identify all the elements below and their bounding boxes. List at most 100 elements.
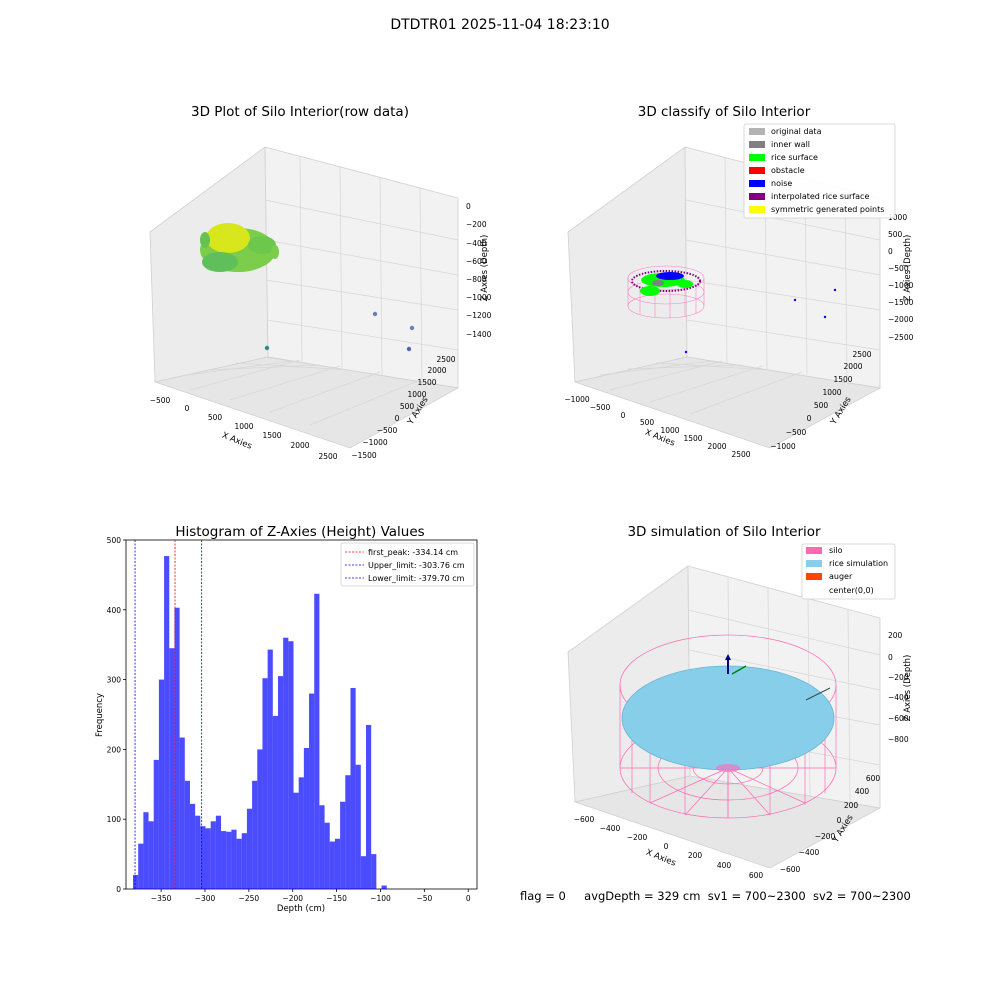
classify-ztick: −2000	[888, 315, 914, 324]
raw-xtick: 2500	[318, 452, 337, 461]
histogram-y-tick-label: 500	[107, 536, 122, 545]
classify-ztick: −2500	[888, 333, 914, 342]
classify-ytick: 500	[814, 401, 829, 410]
histogram-bar	[133, 875, 139, 889]
histogram-y-ticks: 0 100 200 300 400 500	[107, 536, 126, 894]
legend-swatch	[749, 154, 765, 161]
raw-xtick: 500	[208, 413, 223, 422]
histogram-y-tick-label: 400	[107, 606, 122, 615]
flag-value: flag = 0	[520, 889, 566, 903]
legend-swatch	[749, 128, 765, 135]
histogram-bar	[365, 724, 372, 889]
histogram-x-tick-label: −50	[416, 894, 432, 903]
classify-ztick: 1000	[888, 213, 907, 222]
classify-ytick: −1000	[770, 442, 796, 451]
raw-ytick: 1000	[407, 390, 426, 399]
raw-xtick: 1500	[262, 431, 281, 440]
raw-outlier-point	[409, 325, 415, 331]
histogram-bar	[195, 815, 201, 889]
histogram-bar	[241, 833, 247, 889]
histogram-bar	[334, 838, 341, 889]
raw-ytick: 0	[395, 414, 400, 423]
classify-z-axis-label: Z Axies (Depth)	[903, 235, 913, 302]
histogram-bar	[267, 649, 273, 889]
simulation-x-axis-label: X Axies	[644, 848, 677, 869]
histogram-bar	[252, 780, 258, 889]
histogram-x-tick-label: 0	[466, 894, 471, 903]
raw-ytick: 500	[400, 402, 415, 411]
classify-left-pane	[567, 146, 688, 383]
legend-label: original data	[771, 127, 822, 136]
simulation-ztick: −200	[888, 673, 909, 682]
simulation-xtick: 600	[749, 871, 764, 880]
classify-xtick: 0	[621, 411, 626, 420]
simulation-ytick: 0	[837, 816, 842, 825]
histogram-bars	[133, 556, 387, 889]
classify-xtick: 1000	[660, 426, 679, 435]
histogram-bar	[184, 780, 190, 889]
classify-point-cloud	[631, 270, 701, 296]
classify-grid	[599, 156, 881, 415]
histogram-bar	[174, 607, 180, 889]
simulation-xtick: −400	[600, 824, 621, 833]
raw-ytick: 1500	[417, 378, 436, 387]
histogram-x-tick-label: −200	[282, 894, 303, 903]
simulation-ytick: −200	[815, 832, 836, 841]
histogram-bar	[164, 556, 170, 889]
histogram-bar	[360, 856, 366, 889]
classify-ytick: 2000	[843, 362, 862, 371]
simulation-silo-cylinder	[619, 634, 837, 819]
legend-label: interpolated rice surface	[771, 192, 869, 201]
histogram-bar	[298, 777, 304, 889]
simulation-auger-arrow	[731, 665, 747, 675]
legend-label: rice surface	[771, 153, 818, 162]
classify-xtick: −1000	[564, 395, 590, 404]
simulation-xtick: 0	[664, 842, 669, 851]
figure-title: DTDTR01 2025-11-04 18:23:10	[390, 17, 610, 33]
histogram-legend: first_peak: -334.14 cm Upper_limit: -303…	[340, 542, 475, 587]
histogram-bar	[179, 737, 185, 889]
histogram-bar	[329, 841, 335, 889]
classify-ytick: 1500	[833, 375, 852, 384]
legend-swatch	[749, 206, 765, 213]
histogram-bar	[319, 805, 325, 889]
raw-ztick: 0	[466, 202, 471, 211]
raw-ytick: −1500	[351, 451, 377, 460]
histogram-y-tick-label: 300	[107, 676, 122, 685]
legend-swatch	[806, 573, 822, 580]
histogram-reference-lines	[134, 540, 203, 889]
classify-plot-title: 3D classify of Silo Interior	[637, 104, 811, 120]
histogram-bar	[309, 693, 315, 889]
histogram-y-tick-label: 100	[107, 815, 122, 824]
status-line: flag = 0 avgDepth = 329 cm sv1 = 700~230…	[520, 889, 911, 903]
raw-back-pane	[264, 146, 459, 389]
histogram-bar	[143, 812, 149, 889]
histogram-bar	[210, 821, 216, 889]
histogram-x-ticks: −350 −300 −250 −200 −150 −100 −50 0	[151, 889, 471, 903]
raw-xtick: 2000	[290, 441, 309, 450]
histogram-bar	[153, 759, 159, 889]
histogram-bar	[158, 679, 165, 889]
legend-label: rice simulation	[829, 559, 888, 568]
raw-x-axis-label: X Axies	[220, 431, 253, 452]
histogram-bar	[283, 637, 289, 889]
raw-3d-plot: −500 0 500 1000 1500 2000 2500 −1500 −10…	[149, 146, 492, 461]
raw-xtick: −500	[150, 396, 171, 405]
histogram-x-tick-label: −250	[239, 894, 260, 903]
classify-xtick: 2500	[731, 450, 750, 459]
sv2-value: sv2 = 700~2300	[812, 889, 911, 903]
legend-label: Lower_limit: -379.70 cm	[368, 574, 465, 583]
simulation-ztick: −800	[888, 735, 909, 744]
simulation-z-axis-label: Z Axies (Depth)	[903, 655, 913, 722]
simulation-ztick: −600	[888, 714, 909, 723]
histogram-bar	[246, 808, 253, 889]
raw-ytick: −1000	[362, 438, 388, 447]
histogram-bar	[200, 826, 206, 889]
classify-noise-point	[793, 298, 797, 302]
histogram-bar	[303, 748, 310, 889]
legend-swatch	[806, 547, 822, 554]
histogram-bar	[272, 715, 278, 889]
raw-ztick: −200	[466, 220, 487, 229]
legend-label: first_peak: -334.14 cm	[368, 548, 458, 557]
raw-point-cloud	[200, 223, 279, 272]
